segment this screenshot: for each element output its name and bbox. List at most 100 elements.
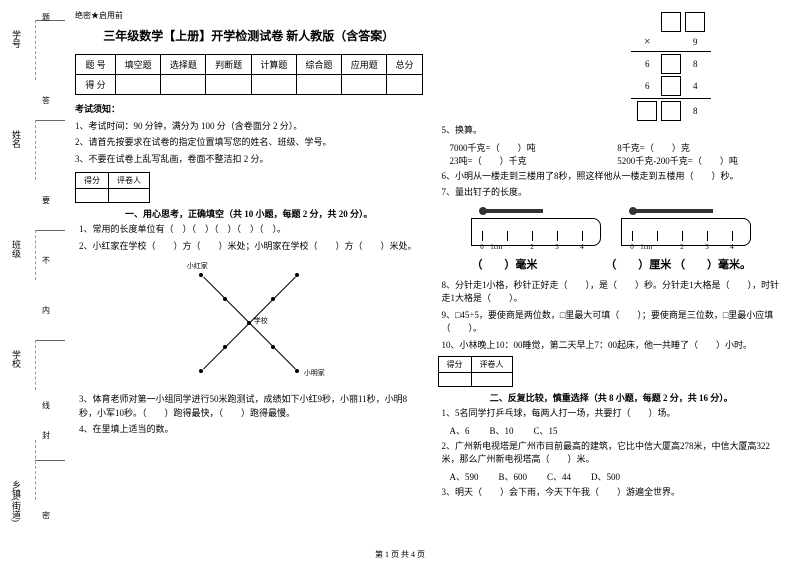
digit: 8 [685,59,705,69]
td [342,75,387,95]
th: 题 号 [76,55,116,75]
digit-box [661,54,681,74]
notice-item: 1、考试时间：90 分钟，满分为 100 分（含卷面分 2 分）。 [75,120,423,134]
opt: D、500 [591,470,620,483]
q10: 10、小林晚上10：00睡觉，第二天早上7：00起床，他一共睡了（ ）小时。 [438,339,786,353]
field-student-id: 学号 [10,30,23,48]
binding-margin: 学号 姓名 班级 学校 乡镇(街道) 题 答 要 不 内 线 封 密 [0,0,70,565]
digit: 4 [685,81,705,91]
opt: B、10 [490,424,514,437]
ruler-2: 0 1cm 2 3 4 [621,206,751,246]
tick [532,231,533,241]
digit: 6 [637,81,657,91]
grader-reviewer: 评卷人 [471,357,512,373]
ruler-body: 0 1cm 2 3 4 [621,218,751,246]
th: 综合题 [296,55,341,75]
s2q3: 3、明天（ ）会下雨，今天下午我（ ）游遍全世界。 [438,486,786,500]
opt: B、600 [499,470,528,483]
q6: 6、小明从一楼走到三楼用了8秒，照这样他从一楼走到五楼用（ ）秒。 [438,170,786,184]
td [206,75,251,95]
notice-heading: 考试须知： [75,103,423,117]
table-row: 题 号 填空题 选择题 判断题 计算题 综合题 应用题 总分 [76,55,423,75]
mult-sign: × [637,34,657,49]
td [296,75,341,95]
th: 填空题 [116,55,161,75]
ruler-unit: 1cm [490,243,502,251]
direction-diagram: 小红家 小明家 学校 [149,258,349,388]
tick [682,231,683,241]
td [471,373,512,387]
th: 总分 [387,55,422,75]
q5a: 7000千克=（ ）吨 [450,141,618,154]
th: 选择题 [161,55,206,75]
td [116,75,161,95]
ruler-num: 0 [630,243,634,251]
digit-box [661,76,681,96]
ruler-num: 3 [705,243,709,251]
ruler-num: 4 [730,243,734,251]
th: 应用题 [342,55,387,75]
ruler-num: 2 [530,243,534,251]
ruler-unit: 1cm [640,243,652,251]
q5-row2: 23吨=（ ）千克 5200千克-200千克=（ ）吨 [450,154,786,167]
td [438,373,471,387]
s2q2-opts: A、590 B、600 C、44 D、500 [450,470,786,483]
grader-score: 得分 [76,173,109,189]
seal-char: 要 [42,195,50,206]
field-line [35,20,65,21]
calc-problem: ×9 68 64 8 [558,12,786,121]
diag-dot [223,297,227,301]
digit-box [685,12,705,32]
td [161,75,206,95]
opt: C、44 [547,470,571,483]
td [387,75,422,95]
q7: 7、量出钉子的长度。 [438,186,786,200]
score-table: 题 号 填空题 选择题 判断题 计算题 综合题 应用题 总分 得 分 [75,54,423,95]
ruler-container: 0 1cm 2 3 4 0 1cm 2 [438,206,786,246]
s2q1: 1、5名同学打乒乓球，每两人打一场，共要打（ ）场。 [438,407,786,421]
q4: 4、在里填上适当的数。 [75,423,423,437]
calc-line [631,51,711,52]
ruler-num: 2 [680,243,684,251]
field-line [35,460,65,461]
calc-line [631,98,711,99]
diag-center [247,321,251,325]
th: 判断题 [206,55,251,75]
td [251,75,296,95]
q5-row1: 7000千克=（ ）吨 8千克=（ ）克 [450,141,786,154]
exam-title: 三年级数学【上册】开学检测试卷 新人教版（含答案） [75,27,423,44]
grader-box-2: 得分评卷人 [438,356,513,387]
diag-label-right: 小明家 [304,368,325,378]
tick [657,231,658,241]
ruler-body: 0 1cm 2 3 4 [471,218,601,246]
tick [507,231,508,241]
seal-char: 答 [42,95,50,106]
ruler-num: 4 [580,243,584,251]
diag-dot [199,273,203,277]
ruler-1: 0 1cm 2 3 4 [471,206,601,246]
opt: A、6 [450,424,470,437]
grader-box: 得分评卷人 [75,172,150,203]
td [76,189,109,203]
diag-label-top: 小红家 [187,261,208,271]
s2q1-opts: A、6 B、10 C、15 [450,424,786,437]
ruler-num: 0 [480,243,484,251]
q2: 2、小红家在学校（ ）方（ ）米处；小明家在学校（ ）方（ ）米处。 [75,240,423,254]
left-column: 绝密★启用前 三年级数学【上册】开学检测试卷 新人教版（含答案） 题 号 填空题… [75,10,423,502]
section1-title: 一、用心思考，正确填空（共 10 小题，每题 2 分，共 20 分）。 [75,207,423,220]
secret-label: 绝密★启用前 [75,10,423,21]
field-name: 姓名 [10,130,23,148]
field-school: 学校 [10,350,23,368]
q5b: 8千克=（ ）克 [617,141,785,154]
grader-score: 得分 [438,357,471,373]
tick [732,231,733,241]
digit-box [637,101,657,121]
tick [582,231,583,241]
diag-label-school: 学校 [254,316,268,326]
answer1: （ ）毫米 [471,256,537,272]
seal-char: 封 [42,430,50,441]
q1: 1、常用的长度单位有（ ）（ ）（ ）（ ）（ ）。 [75,223,423,237]
q5c: 23吨=（ ）千克 [450,154,618,167]
binding-dash [35,440,36,500]
answer2: （ ）厘米 （ ）毫米。 [605,256,751,272]
